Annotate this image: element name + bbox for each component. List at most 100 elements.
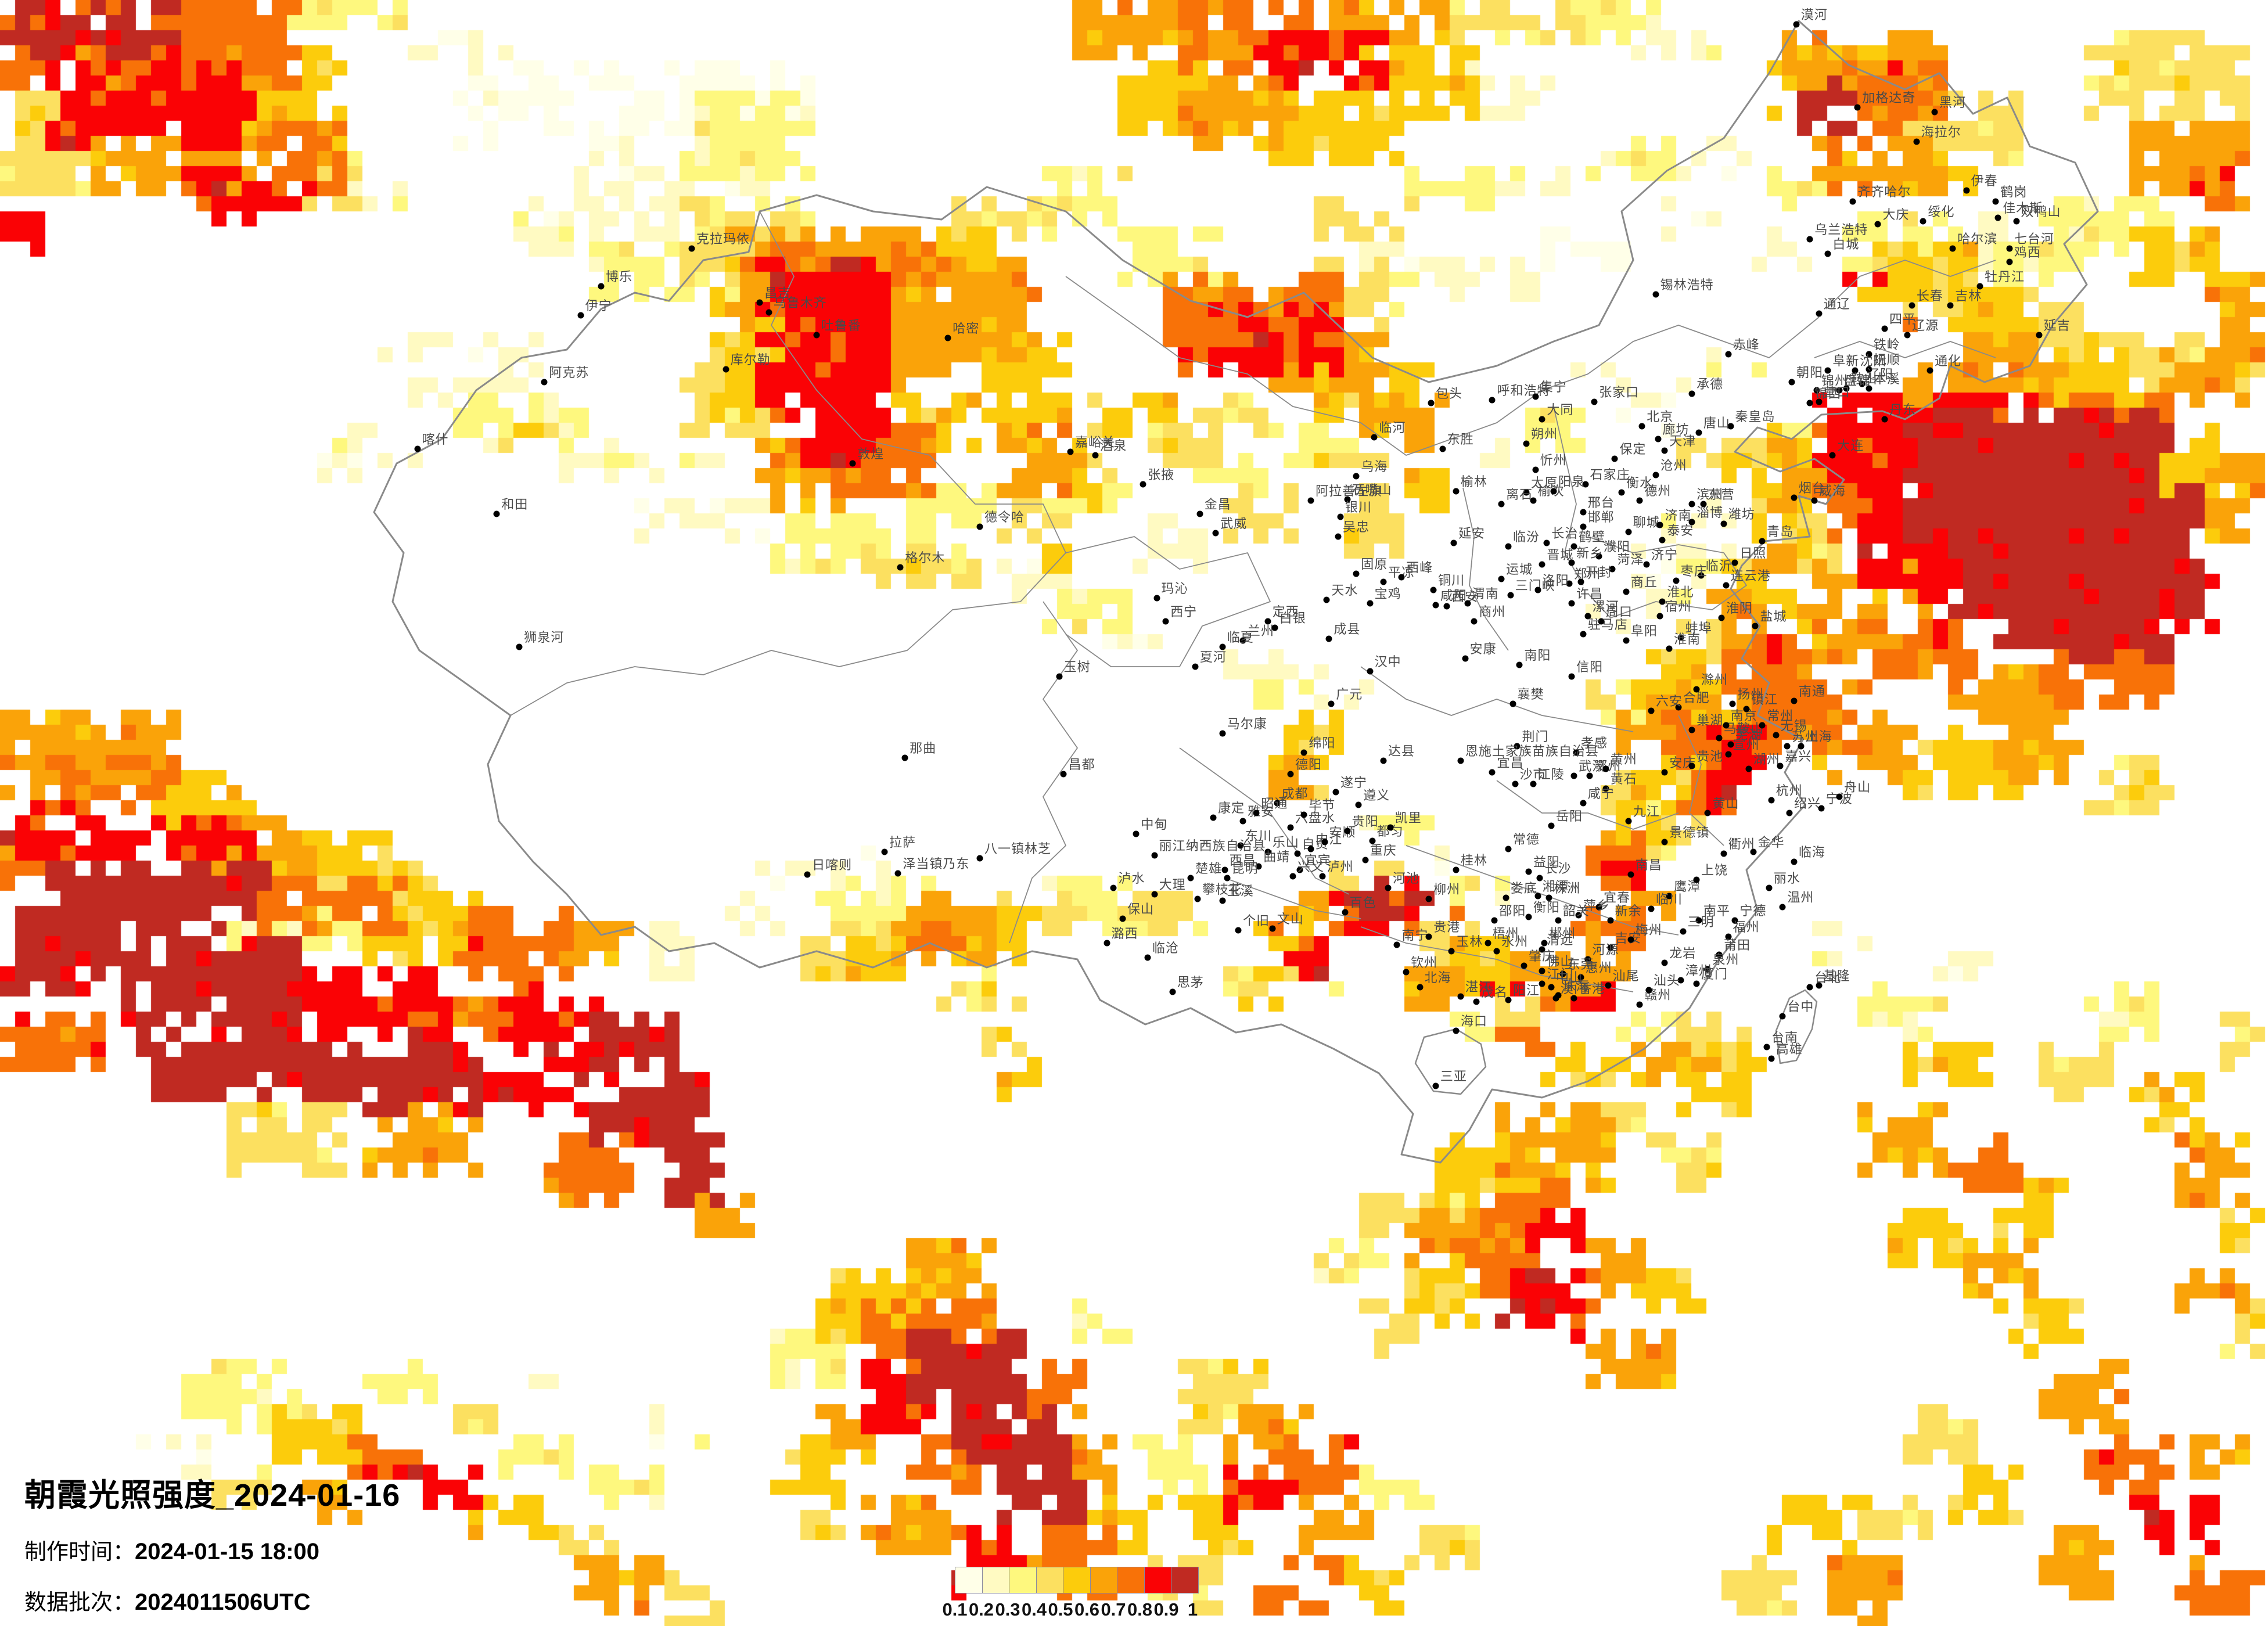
- city-label: 呼和浩特: [1497, 383, 1551, 398]
- city-dot: [976, 855, 983, 862]
- city-dot: [1212, 530, 1219, 537]
- city-dot: [1752, 623, 1759, 629]
- city-label: 铜川: [1437, 573, 1465, 588]
- city-dot: [1489, 769, 1496, 776]
- city-label: 运城: [1506, 562, 1533, 577]
- city-dot: [1727, 741, 1734, 748]
- city-dot: [1763, 1044, 1770, 1051]
- city-label: 攀枝花: [1202, 882, 1242, 897]
- city-label: 德阳: [1295, 757, 1322, 772]
- city-label: 乌鲁木齐: [773, 295, 827, 310]
- city-label: 营口: [1823, 384, 1850, 400]
- city-dot: [1067, 448, 1074, 455]
- city-label: 承德: [1696, 376, 1724, 391]
- city-label: 广元: [1336, 687, 1363, 702]
- city-dot: [1255, 863, 1262, 870]
- legend-tick-label: 1: [1187, 1599, 1198, 1620]
- city-dot: [813, 332, 820, 339]
- city-dot: [1881, 416, 1888, 423]
- city-label: 萍乡: [1583, 898, 1610, 913]
- city-dot: [1759, 722, 1766, 729]
- city-dot: [723, 366, 729, 373]
- legend-swatch: [1090, 1567, 1117, 1593]
- city-label: 河池: [1392, 870, 1419, 886]
- city-dot: [1568, 673, 1575, 680]
- city-dot: [414, 445, 421, 452]
- city-label: 长沙: [1544, 861, 1572, 876]
- city-label: 湛江: [1465, 980, 1492, 995]
- city-label: 白银: [1279, 610, 1306, 625]
- city-dot: [1342, 909, 1349, 916]
- city-dot: [901, 754, 908, 761]
- city-dot: [756, 299, 763, 306]
- city-dot: [1192, 663, 1199, 670]
- city-dot: [1729, 700, 1736, 707]
- city-label: 包头: [1436, 386, 1463, 401]
- city-label: 郴州: [1549, 926, 1576, 941]
- city-label: 宝鸡: [1374, 586, 1401, 601]
- city-dot: [1577, 578, 1584, 585]
- city-dot: [688, 245, 695, 252]
- city-label: 凯里: [1394, 811, 1422, 826]
- city-label: 襄樊: [1517, 687, 1544, 702]
- boundary-path: [373, 20, 2099, 1164]
- city-label: 泰安: [1667, 523, 1694, 538]
- city-dot: [493, 510, 500, 517]
- city-label: 盐城: [1760, 609, 1787, 624]
- city-label: 漳州: [1685, 963, 1712, 979]
- city-dot: [1287, 824, 1294, 831]
- boundary-path: [1587, 536, 1747, 618]
- city-label: 玉林: [1456, 934, 1483, 949]
- city-label: 吐鲁番: [821, 318, 861, 333]
- city-dot: [1287, 771, 1294, 778]
- city-label: 台南: [1771, 1030, 1798, 1045]
- city-label: 新乡: [1576, 545, 1604, 560]
- city-label: 通辽: [1823, 297, 1850, 312]
- city-label: 海口: [1461, 1014, 1488, 1029]
- city-dot: [1271, 624, 1278, 631]
- city-dot: [1264, 618, 1271, 625]
- city-label: 加格达奇: [1862, 90, 1916, 105]
- city-label: 济南: [1665, 508, 1692, 523]
- city-dot: [1723, 582, 1730, 589]
- city-dot: [1328, 700, 1335, 707]
- city-label: 丽江纳西族自治县: [1159, 838, 1266, 853]
- city-label: 秦皇岛: [1735, 409, 1775, 424]
- city-dot: [1854, 104, 1861, 111]
- city-dot: [1307, 846, 1314, 852]
- city-label: 集宁: [1540, 380, 1567, 395]
- city-dot: [1321, 839, 1328, 846]
- city-label: 香港: [1579, 981, 1606, 997]
- city-label: 辽源: [1912, 318, 1939, 333]
- city-label: 六安: [1655, 693, 1683, 708]
- city-label: 邢台: [1587, 495, 1615, 510]
- city-dot: [1645, 987, 1652, 994]
- city-dot: [1335, 533, 1342, 540]
- city-label: 沙市: [1519, 767, 1547, 782]
- city-label: 大庆: [1882, 207, 1910, 222]
- city-label: 克拉玛依: [696, 232, 750, 247]
- city-dot: [849, 460, 856, 467]
- city-dot: [1602, 785, 1609, 792]
- city-label: 嘉峪关: [1075, 435, 1116, 450]
- city-label: 滨州: [1696, 487, 1724, 502]
- city-label: 常州: [1767, 708, 1794, 723]
- city-dot: [1269, 925, 1276, 932]
- city-label: 毕节: [1309, 797, 1336, 812]
- city-dot: [1849, 198, 1856, 205]
- city-label: 龙岩: [1669, 945, 1696, 961]
- city-label: 伊春: [1971, 173, 1998, 188]
- city-dot: [1568, 600, 1575, 607]
- city-label: 博乐: [605, 269, 632, 284]
- city-label: 许昌: [1576, 586, 1604, 601]
- city-dot: [1319, 873, 1326, 880]
- city-label: 德州: [1644, 484, 1672, 499]
- city-dot: [1457, 757, 1464, 764]
- city-dot: [1505, 997, 1512, 1003]
- city-label: 汕尾: [1612, 968, 1640, 983]
- city-dot: [1677, 977, 1684, 984]
- boundary-path: [1496, 780, 1679, 830]
- city-dot: [1539, 416, 1545, 423]
- city-dot: [894, 870, 901, 877]
